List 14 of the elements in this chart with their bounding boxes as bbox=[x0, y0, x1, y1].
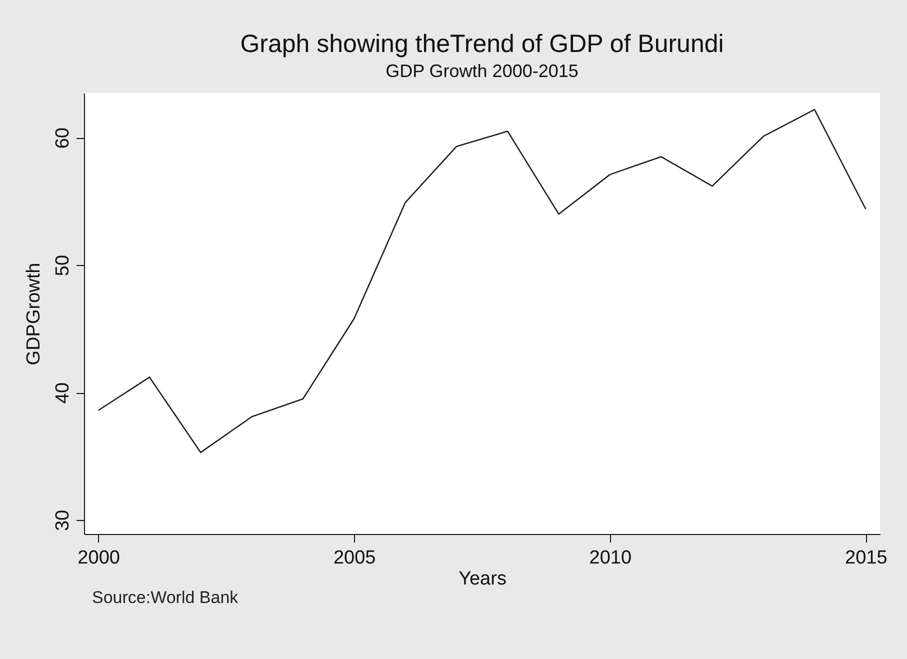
x-tick-label: 2005 bbox=[333, 548, 376, 568]
chart-title: Graph showing theTrend of GDP of Burundi bbox=[240, 30, 724, 58]
x-tick-label: 2000 bbox=[78, 548, 120, 568]
x-tick-label: 2010 bbox=[589, 548, 632, 568]
y-tick-label: 40 bbox=[52, 382, 74, 404]
y-axis-title: GDPGrowth bbox=[24, 262, 44, 366]
x-axis-title: Years bbox=[458, 568, 506, 590]
y-tick-label: 50 bbox=[52, 254, 74, 276]
y-tick-label: 30 bbox=[52, 510, 74, 532]
source-note: Source:World Bank bbox=[92, 588, 238, 608]
chart-subtitle: GDP Growth 2000-2015 bbox=[386, 61, 578, 81]
y-tick-label: 60 bbox=[52, 128, 74, 149]
x-tick-label: 2015 bbox=[845, 548, 888, 568]
line-series bbox=[98, 108, 866, 454]
